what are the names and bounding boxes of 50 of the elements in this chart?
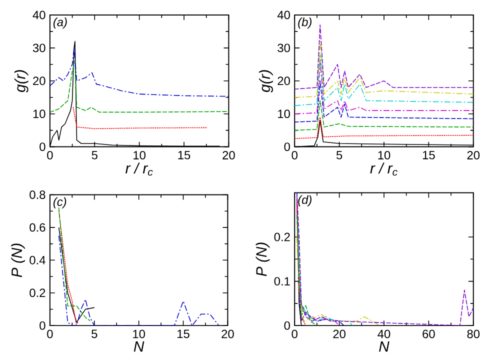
- y-tick-label: 30: [278, 44, 290, 52]
- y-tick-label: 40: [277, 10, 290, 20]
- y-tick-label: 0.6: [30, 223, 46, 232]
- y-tick-label: 0.8: [30, 190, 46, 200]
- y-axis-title: P (N): [11, 244, 25, 278]
- y-tick-label: 0: [284, 322, 290, 330]
- x-tick-label: 10: [133, 330, 145, 338]
- y-tick-label: 0.1: [274, 277, 290, 286]
- x-tick-label: 40: [378, 330, 390, 338]
- x-tick-label: 20: [222, 330, 234, 338]
- annotation: (b): [298, 18, 312, 29]
- x-axis-title: N: [134, 342, 144, 352]
- x-tick-label: 15: [178, 330, 190, 338]
- annotation: (a): [53, 18, 67, 29]
- x-tick-label: 5: [92, 330, 98, 338]
- y-tick-label: 0: [284, 142, 290, 152]
- y-tick-label: 30: [32, 44, 46, 52]
- y-tick-label: 0.2: [30, 288, 46, 298]
- y-tick-label: 20: [33, 76, 46, 86]
- y-tick-label: 20: [278, 76, 290, 86]
- x-tick-label: 10: [134, 151, 146, 160]
- x-tick-label: 15: [422, 151, 435, 160]
- x-tick-label: 20: [333, 330, 346, 338]
- y-tick-label: 10: [33, 110, 46, 118]
- x-axis-title: r / r$_{c}$: [370, 162, 398, 176]
- x-tick-label: 0: [47, 330, 53, 338]
- y-axis-title: g(r): [259, 70, 273, 93]
- x-axis-title: N: [379, 342, 390, 352]
- y-tick-label: 40: [32, 10, 46, 20]
- y-axis-title: P (N): [256, 242, 270, 276]
- x-axis-title: r / r$_{c}$: [126, 162, 153, 176]
- x-tick-label: 5: [336, 151, 342, 160]
- x-tick-label: 80: [467, 330, 480, 338]
- x-tick-label: 10: [378, 151, 390, 160]
- annotation: (c): [53, 197, 66, 209]
- annotation: (d): [298, 196, 312, 207]
- x-tick-label: 0: [292, 330, 298, 338]
- x-tick-label: 20: [467, 151, 480, 160]
- y-tick-label: 0: [40, 322, 46, 330]
- x-tick-label: 0: [47, 151, 53, 160]
- x-tick-label: 5: [92, 151, 98, 160]
- x-tick-label: 60: [422, 330, 435, 338]
- y-tick-label: 0.4: [30, 256, 46, 265]
- x-tick-label: 15: [178, 151, 190, 160]
- y-tick-label: 0: [40, 142, 46, 152]
- x-tick-label: 0: [292, 151, 298, 160]
- y-tick-label: 10: [278, 110, 290, 118]
- y-tick-label: 0.2: [274, 233, 290, 242]
- x-tick-label: 20: [222, 151, 235, 160]
- y-axis-title: g(r): [14, 70, 28, 93]
